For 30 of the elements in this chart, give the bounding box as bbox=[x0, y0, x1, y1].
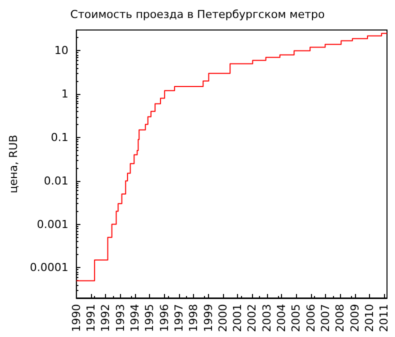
x-tick-label: 2003 bbox=[260, 304, 274, 332]
y-tick-label: 0.001 bbox=[36, 218, 68, 231]
x-tick-label: 1997 bbox=[172, 304, 186, 332]
y-tick-label: 0.1 bbox=[50, 130, 68, 144]
y-tick-label: 10 bbox=[54, 44, 68, 58]
y-axis-title: цена, RUB bbox=[7, 134, 20, 194]
x-tick-label: 2002 bbox=[246, 304, 259, 332]
y-tick-label: 0.0001 bbox=[30, 261, 68, 274]
x-tick-label: 2001 bbox=[231, 304, 244, 332]
x-tick-label: 1992 bbox=[99, 304, 112, 332]
x-tick-label: 2006 bbox=[304, 304, 318, 332]
x-tick-label: 2004 bbox=[275, 304, 288, 332]
x-tick-label: 1996 bbox=[158, 304, 171, 332]
x-tick-label: 1999 bbox=[202, 304, 215, 332]
x-tick-label: 2009 bbox=[348, 304, 362, 332]
x-tick-label: 1993 bbox=[114, 304, 127, 332]
y-tick-label: 0.01 bbox=[44, 174, 68, 188]
x-tick-label: 1994 bbox=[128, 304, 142, 332]
x-tick-label: 2010 bbox=[362, 304, 376, 332]
x-tick-label: 1998 bbox=[187, 304, 200, 332]
chart-title: Стоимость проезда в Петербургском метро bbox=[70, 8, 325, 21]
y-tick-label: 1 bbox=[61, 88, 68, 101]
x-tick-label: 2011 bbox=[378, 304, 391, 332]
x-tick-label: 2008 bbox=[334, 304, 347, 332]
x-tick-label: 2007 bbox=[318, 304, 332, 332]
x-tick-label: 1990 bbox=[70, 304, 83, 332]
x-tick-label: 1991 bbox=[84, 304, 98, 332]
x-tick-label: 2005 bbox=[290, 304, 303, 332]
x-tick-label: 2000 bbox=[216, 304, 230, 332]
x-tick-label: 1995 bbox=[143, 304, 156, 332]
